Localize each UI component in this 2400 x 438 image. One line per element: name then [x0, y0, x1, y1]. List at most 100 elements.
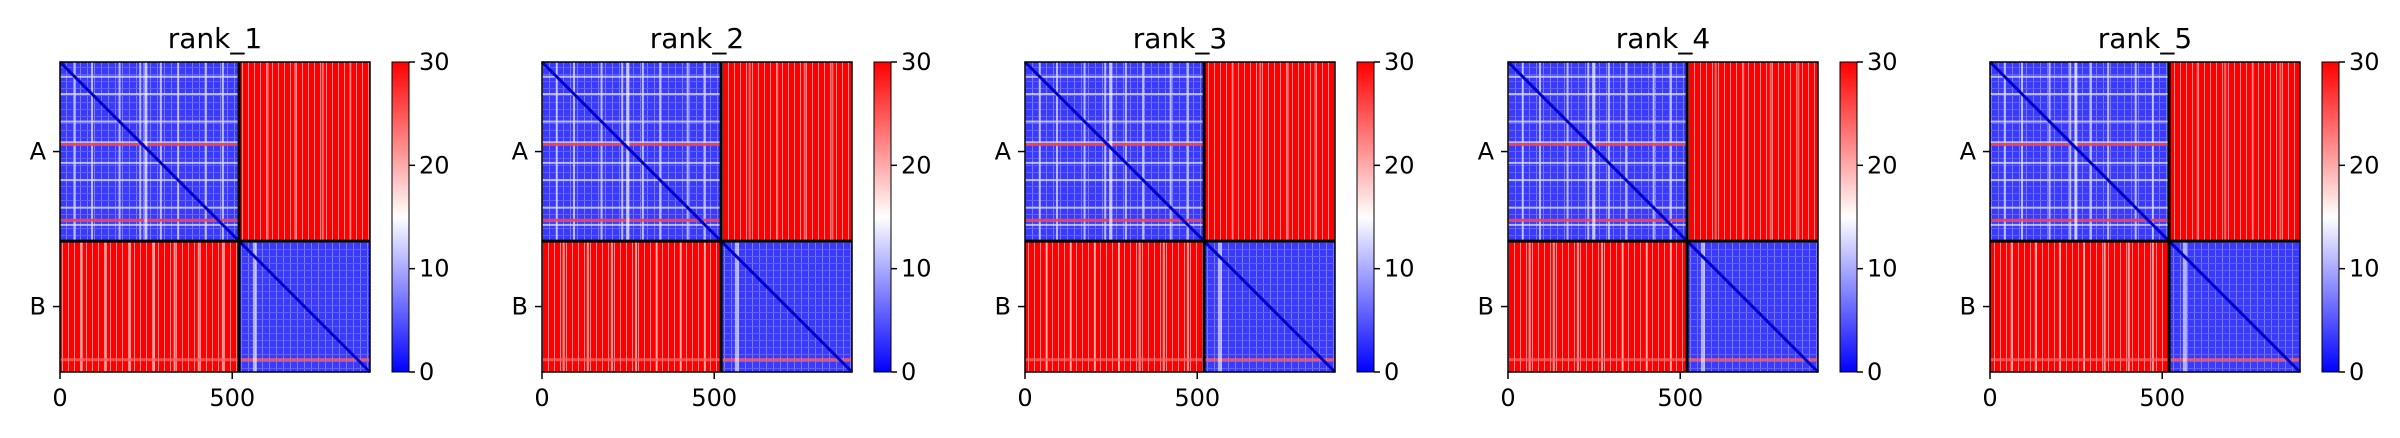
panel-title: rank_2 — [650, 22, 744, 55]
texture-band — [1286, 62, 1289, 242]
texture-band — [1539, 62, 1541, 242]
x-tick-label: 500 — [691, 384, 737, 412]
colorbar — [1839, 61, 1858, 373]
texture-streak — [1025, 142, 1205, 146]
colorbar — [1356, 61, 1375, 373]
x-tick-label: 500 — [209, 384, 255, 412]
texture-band — [1259, 62, 1262, 242]
texture-band — [266, 62, 269, 242]
colorbar-tick-label: 0 — [1867, 358, 1882, 386]
texture-band — [542, 179, 722, 182]
texture-streak — [1990, 358, 2300, 362]
texture-band — [1652, 62, 1655, 242]
texture-band — [1990, 93, 2170, 95]
texture-band — [177, 62, 180, 242]
texture-band — [1990, 206, 2170, 209]
texture-band — [1186, 241, 1189, 372]
texture-band — [1118, 241, 1120, 372]
texture-band — [586, 241, 589, 372]
y-tick-label: A — [1478, 138, 1495, 166]
texture-band — [128, 241, 131, 372]
panel-title: rank_1 — [168, 22, 262, 55]
texture-band — [1025, 75, 1205, 78]
quadrant-ab — [1687, 62, 1818, 242]
texture-band — [221, 62, 224, 242]
texture-band — [1025, 141, 1205, 144]
texture-band — [1056, 62, 1058, 242]
texture-band — [610, 241, 613, 372]
texture-streak — [734, 241, 739, 372]
texture-band — [2083, 241, 2085, 372]
colorbar-tick-label: 0 — [901, 358, 916, 386]
texture-band — [1038, 62, 1041, 242]
axes-frame — [1024, 61, 1336, 373]
axes-frame — [1989, 61, 2301, 373]
texture-band — [2003, 62, 2006, 242]
texture-band — [1508, 93, 1688, 95]
texture-band — [1621, 241, 1624, 372]
texture-band — [139, 62, 142, 242]
texture-band — [1314, 62, 1317, 242]
quadrant-ab — [239, 62, 370, 242]
texture-band — [1669, 241, 1672, 372]
texture-band — [2048, 62, 2051, 242]
colorbar-tick-label: 10 — [419, 255, 450, 283]
texture-band — [1508, 161, 1688, 164]
texture-band — [159, 62, 162, 242]
texture-band — [655, 241, 658, 372]
x-tick-label: 500 — [1174, 384, 1220, 412]
colorbar-tick-label: 30 — [901, 48, 932, 76]
texture-band — [562, 241, 565, 372]
texture-band — [349, 62, 352, 242]
texture-streak — [626, 62, 630, 242]
panel-rank_2: rank_2 A B 0 500 0 10 20 30 — [512, 22, 932, 412]
panel-rank_1: rank_1 A B 0 500 0 10 20 30 — [30, 22, 450, 412]
colorbar-tick-label: 20 — [419, 151, 450, 179]
colorbar-tick-label: 30 — [419, 48, 450, 76]
texture-band — [1169, 62, 1172, 242]
texture-band — [221, 241, 224, 372]
panel-title: rank_3 — [1133, 22, 1227, 55]
texture-band — [555, 62, 558, 242]
texture-band — [1625, 62, 1628, 242]
x-tick-label: 0 — [1017, 384, 1032, 412]
quadrant-ab — [1204, 62, 1335, 242]
colorbar-tick-label: 20 — [1384, 151, 1415, 179]
quadrant-ba — [60, 241, 240, 372]
axes-frame — [59, 61, 371, 373]
texture-band — [294, 62, 297, 242]
texture-band — [321, 62, 324, 242]
texture-band — [1528, 241, 1531, 372]
texture-band — [197, 241, 200, 372]
y-tick-label: B — [30, 293, 46, 321]
texture-streak — [144, 62, 148, 242]
colorbar-tick-label: 10 — [901, 255, 932, 283]
texture-band — [686, 62, 689, 242]
texture-band — [2103, 241, 2106, 372]
texture-band — [1587, 62, 1590, 242]
texture-band — [748, 62, 751, 242]
texture-band — [1069, 241, 1072, 372]
panel-rank_4: rank_4 A B 0 500 0 10 20 30 — [1478, 22, 1898, 412]
texture-band — [1124, 62, 1127, 242]
texture-band — [1045, 241, 1048, 372]
texture-band — [1186, 62, 1189, 242]
texture-band — [1566, 62, 1569, 242]
diagonal — [540, 60, 854, 374]
texture-band — [1162, 241, 1165, 372]
texture-band — [1508, 206, 1688, 209]
texture-band — [600, 62, 603, 242]
texture-band — [2089, 62, 2092, 242]
texture-band — [803, 62, 806, 242]
texture-band — [542, 120, 722, 123]
texture-streak — [60, 142, 240, 146]
texture-streak — [60, 358, 370, 362]
texture-band — [2224, 62, 2227, 242]
texture-streak — [542, 142, 722, 146]
y-tick-label: B — [512, 293, 528, 321]
texture-streak — [1508, 218, 1688, 222]
axes-frame — [541, 61, 853, 373]
texture-band — [1025, 179, 1205, 182]
y-tick-label: A — [1960, 138, 1977, 166]
